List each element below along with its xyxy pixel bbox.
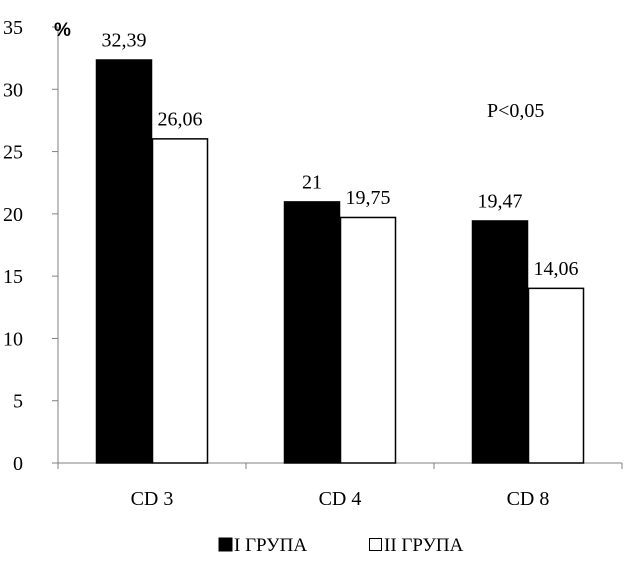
unit-label: % bbox=[54, 20, 71, 41]
data-label: 19,75 bbox=[346, 187, 391, 209]
bars bbox=[95, 59, 585, 464]
data-label: 14,06 bbox=[534, 258, 579, 280]
bar-series-2 bbox=[527, 287, 585, 464]
legend-label-series-2: II ГРУПА bbox=[384, 535, 464, 556]
y-tick-label: 25 bbox=[3, 142, 23, 164]
data-labels: 32,39 26,06 21 19,75 19,47 14,06 bbox=[102, 30, 579, 280]
bar-series-1 bbox=[95, 59, 153, 464]
data-label: 19,47 bbox=[478, 190, 523, 212]
category-labels: CD 3 CD 4 CD 8 bbox=[131, 488, 550, 510]
y-tick-label: 0 bbox=[13, 453, 23, 475]
bar-series-1 bbox=[471, 220, 529, 464]
y-ticks: 0 5 10 15 20 25 30 35 bbox=[3, 17, 58, 475]
x-tick-label: CD 4 bbox=[319, 488, 362, 510]
legend-swatch-series-1 bbox=[218, 537, 233, 552]
data-label: 26,06 bbox=[158, 108, 203, 130]
x-tick-label: CD 8 bbox=[507, 488, 550, 510]
data-label: 21 bbox=[302, 171, 322, 193]
x-ticks bbox=[57, 463, 623, 469]
annotation: P<0,05 bbox=[487, 100, 544, 122]
data-label: 32,39 bbox=[102, 30, 147, 52]
legend: I ГРУПА II ГРУПА bbox=[218, 535, 464, 556]
y-tick-label: 5 bbox=[13, 391, 23, 413]
bar-series-2 bbox=[151, 138, 209, 464]
y-tick-label: 35 bbox=[3, 17, 23, 39]
y-tick-label: 30 bbox=[3, 79, 23, 101]
y-tick-label: 20 bbox=[3, 204, 23, 226]
legend-label-series-1: I ГРУПА bbox=[234, 535, 307, 556]
x-tick-label: CD 3 bbox=[131, 488, 174, 510]
y-tick-label: 10 bbox=[3, 328, 23, 350]
bar-series-2 bbox=[339, 216, 397, 464]
y-tick-label: 15 bbox=[3, 266, 23, 288]
bar-series-1 bbox=[283, 201, 341, 464]
legend-swatch-series-2 bbox=[369, 538, 382, 551]
